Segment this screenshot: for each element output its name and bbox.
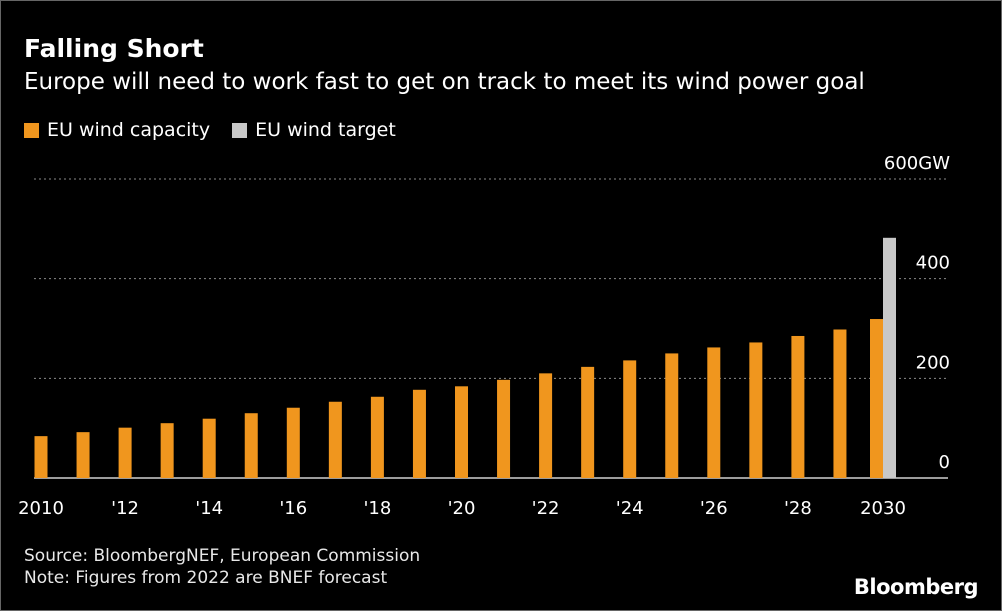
bar-capacity <box>749 342 763 478</box>
legend-label-capacity: EU wind capacity <box>47 119 211 141</box>
bar-capacity <box>202 418 216 478</box>
x-tick-label: '18 <box>363 498 391 519</box>
bar-capacity <box>412 389 426 478</box>
bar-capacity <box>76 432 90 478</box>
bar-capacity <box>244 413 258 478</box>
bar-capacity <box>833 329 847 478</box>
y-tick-label: 0 <box>939 452 950 473</box>
x-tick-label: 2010 <box>18 498 64 519</box>
y-tick-label: 200 <box>916 352 950 373</box>
bar-capacity <box>623 360 637 478</box>
x-tick-label: '24 <box>616 498 644 519</box>
bar-capacity <box>497 379 511 478</box>
chart-legend: EU wind capacity EU wind target <box>24 117 418 143</box>
x-tick-label: '26 <box>700 498 728 519</box>
bar-target <box>883 237 896 478</box>
x-tick-label: '28 <box>784 498 812 519</box>
bar-capacity <box>581 366 595 478</box>
x-tick-label: '22 <box>532 498 560 519</box>
bar-capacity <box>665 353 679 478</box>
legend-label-target: EU wind target <box>255 119 396 141</box>
bar-capacity <box>870 319 883 478</box>
chart-title: Falling Short <box>24 34 204 63</box>
x-tick-label: '14 <box>195 498 223 519</box>
bar-capacity <box>286 407 300 478</box>
x-tick-label: '12 <box>111 498 139 519</box>
y-tick-label: 400 <box>916 253 950 274</box>
source-text: Source: BloombergNEF, European Commissio… <box>24 546 421 566</box>
y-tick-label: 600GW <box>884 153 950 174</box>
bar-capacity <box>160 423 174 478</box>
legend-swatch-target <box>232 122 248 138</box>
bar-capacity <box>118 427 132 478</box>
bar-capacity <box>370 396 384 478</box>
legend-swatch-capacity <box>24 122 39 138</box>
bar-capacity <box>791 335 805 478</box>
bar-capacity <box>328 401 342 478</box>
bar-capacity <box>539 373 553 478</box>
bar-capacity <box>455 386 468 478</box>
bloomberg-logo: Bloomberg <box>853 575 979 599</box>
x-tick-label: 2030 <box>860 498 906 519</box>
bar-capacity <box>34 436 48 478</box>
note-text: Note: Figures from 2022 are BNEF forecas… <box>24 568 388 588</box>
x-tick-label: '20 <box>448 498 476 519</box>
legend-item-target: EU wind target <box>232 119 396 141</box>
chart-footnote: Source: BloombergNEF, European Commissio… <box>24 545 420 589</box>
bar-capacity <box>707 347 721 478</box>
legend-item-capacity: EU wind capacity <box>24 119 210 141</box>
chart-subtitle: Europe will need to work fast to get on … <box>24 69 865 95</box>
x-tick-label: '16 <box>279 498 307 519</box>
